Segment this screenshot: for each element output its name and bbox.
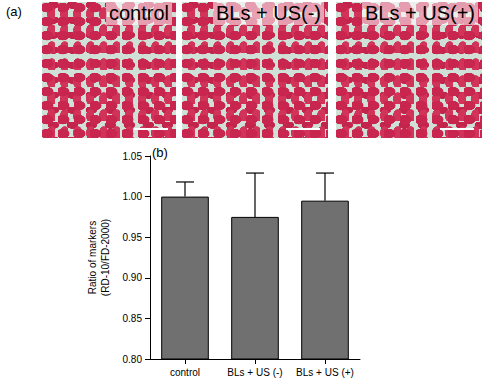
svg-text:1.00: 1.00 <box>123 191 143 202</box>
svg-text:0.95: 0.95 <box>123 232 143 243</box>
svg-text:(b): (b) <box>152 145 168 160</box>
svg-text:0.90: 0.90 <box>123 272 143 283</box>
svg-text:BLs + US (-): BLs + US (-) <box>227 367 282 378</box>
svg-text:0.80: 0.80 <box>123 354 143 365</box>
html-text:BLs + US(+): BLs + US(+) <box>365 2 475 24</box>
html-text:control: control <box>109 2 169 24</box>
svg-text:(RD-10/FD-2000): (RD-10/FD-2000) <box>100 219 111 296</box>
svg-text:BLs + US (+): BLs + US (+) <box>296 367 354 378</box>
svg-text:Ratio of markers: Ratio of markers <box>87 221 98 294</box>
svg-text:control: control <box>170 367 200 378</box>
svg-text:0.85: 0.85 <box>123 313 143 324</box>
html-text:(a): (a) <box>6 4 22 19</box>
html-text:BLs + US(-): BLs + US(-) <box>216 2 321 24</box>
svg-text:1.05: 1.05 <box>123 151 143 162</box>
